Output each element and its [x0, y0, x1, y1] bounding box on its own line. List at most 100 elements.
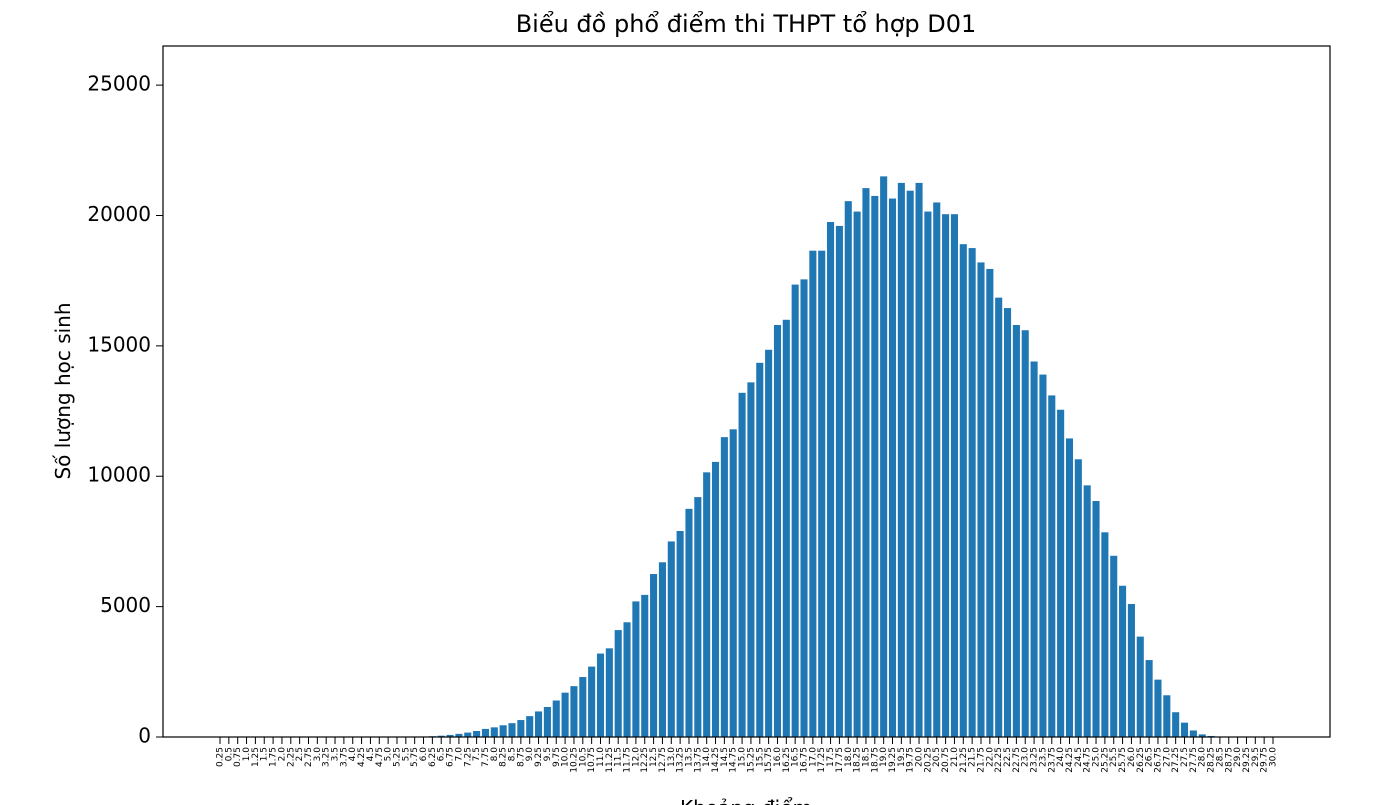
x-tick-label: 28.75 — [1224, 747, 1234, 773]
x-tick-label: 8.25 — [499, 747, 509, 767]
x-tick-label: 27.5 — [1180, 747, 1190, 767]
bar — [588, 666, 596, 737]
bar — [1198, 734, 1206, 737]
x-tick-label: 6.75 — [446, 747, 456, 767]
bar — [1163, 695, 1171, 737]
bar — [844, 201, 852, 738]
bar — [650, 574, 658, 737]
bar — [437, 735, 445, 737]
x-tick-label: 10.25 — [569, 747, 579, 773]
bar — [1065, 438, 1074, 737]
x-tick-label: 15.75 — [764, 747, 774, 773]
x-tick-label: 3.0 — [313, 747, 323, 762]
x-tick-label: 14.5 — [720, 747, 730, 767]
bar — [490, 727, 498, 737]
x-tick-label: 17.5 — [826, 747, 836, 767]
x-tick-label: 13.5 — [684, 747, 694, 767]
x-tick-label: 2.75 — [304, 747, 314, 767]
x-tick-label: 28.25 — [1207, 747, 1217, 773]
x-tick-label: 6.25 — [428, 747, 438, 767]
bar — [676, 531, 684, 737]
bar — [1012, 325, 1020, 737]
bar — [1145, 660, 1153, 737]
bar — [1110, 555, 1118, 737]
bar — [623, 622, 631, 737]
x-tick-label: 4.75 — [375, 747, 385, 767]
x-tick-label: 9.25 — [534, 747, 544, 767]
x-tick-label: 26.0 — [1127, 747, 1137, 767]
bar — [738, 392, 746, 737]
x-tick-label: 16.5 — [791, 747, 801, 767]
bar — [924, 211, 932, 738]
x-tick-label: 4.0 — [348, 747, 358, 762]
x-tick-label: 13.25 — [676, 747, 686, 773]
x-tick-label: 16.0 — [773, 747, 783, 767]
bar — [1172, 712, 1180, 737]
x-tick-label: 3.5 — [331, 747, 341, 761]
x-tick-label: 9.75 — [552, 747, 562, 767]
bar — [773, 325, 782, 737]
x-tick-label: 18.75 — [870, 747, 880, 773]
x-tick-label: 20.75 — [941, 747, 951, 773]
x-tick-label: 0.75 — [233, 747, 243, 767]
x-tick-label: 24.25 — [1065, 747, 1075, 773]
bar — [632, 601, 640, 737]
x-tick-label: 7.5 — [472, 747, 482, 761]
bar — [977, 262, 985, 737]
x-tick-label: 27.0 — [1162, 747, 1172, 767]
x-tick-label: 21.0 — [950, 747, 960, 767]
bar — [596, 653, 605, 737]
x-tick-label: 15.0 — [738, 747, 748, 767]
bar — [1003, 308, 1012, 737]
bar — [995, 297, 1003, 737]
x-tick-label: 3.75 — [339, 747, 349, 767]
x-tick-label: 30.0 — [1269, 747, 1279, 767]
x-tick-label: 5.5 — [401, 747, 411, 761]
bar — [959, 244, 967, 737]
bar — [579, 677, 587, 737]
bar — [800, 279, 808, 737]
bar — [605, 648, 613, 737]
x-tick-label: 5.0 — [384, 747, 394, 762]
bar — [809, 250, 817, 738]
x-tick-label: 23.0 — [1021, 747, 1031, 767]
x-tick-label: 1.25 — [251, 747, 261, 767]
x-tick-label: 26.75 — [1153, 747, 1163, 773]
bar — [543, 707, 551, 737]
bar — [1189, 730, 1197, 737]
bar — [888, 198, 897, 737]
x-tick-label: 3.25 — [322, 747, 332, 767]
x-tick-label: 29.0 — [1233, 747, 1243, 767]
y-tick-label: 20000 — [87, 202, 151, 226]
x-tick-label: 0.25 — [216, 747, 226, 767]
bar — [968, 248, 976, 737]
x-tick-label: 20.0 — [915, 747, 925, 767]
plot-frame — [162, 45, 1331, 738]
x-tick-label: 29.75 — [1260, 747, 1270, 773]
x-tick-label: 23.75 — [1047, 747, 1057, 773]
bar — [747, 382, 755, 737]
x-tick-label: 2.5 — [295, 747, 305, 761]
x-tick-label: 24.5 — [1074, 747, 1084, 767]
x-tick-label: 13.75 — [693, 747, 703, 773]
bar — [1074, 459, 1082, 737]
y-axis-label: Số lượng học sinh — [51, 302, 75, 479]
x-axis-label: Khoảng điểm — [680, 796, 812, 805]
bar — [641, 594, 649, 737]
x-tick-label: 23.25 — [1030, 747, 1040, 773]
x-tick-label: 1.0 — [242, 747, 252, 762]
chart-title: Biểu đồ phổ điểm thi THPT tổ hợp D01 — [516, 10, 977, 38]
x-tick-label: 8.75 — [516, 747, 526, 767]
bar — [897, 182, 905, 737]
x-tick-label: 20.25 — [923, 747, 933, 773]
x-tick-label: 5.75 — [410, 747, 420, 767]
x-tick-label: 9.0 — [525, 747, 535, 762]
x-tick-label: 20.5 — [932, 747, 942, 767]
x-tick-label: 22.5 — [1003, 747, 1013, 767]
bar — [703, 472, 711, 737]
x-tick-label: 10.75 — [587, 747, 597, 773]
x-tick-label: 18.5 — [861, 747, 871, 767]
x-tick-label: 12.75 — [658, 747, 668, 773]
x-tick-label: 26.25 — [1136, 747, 1146, 773]
